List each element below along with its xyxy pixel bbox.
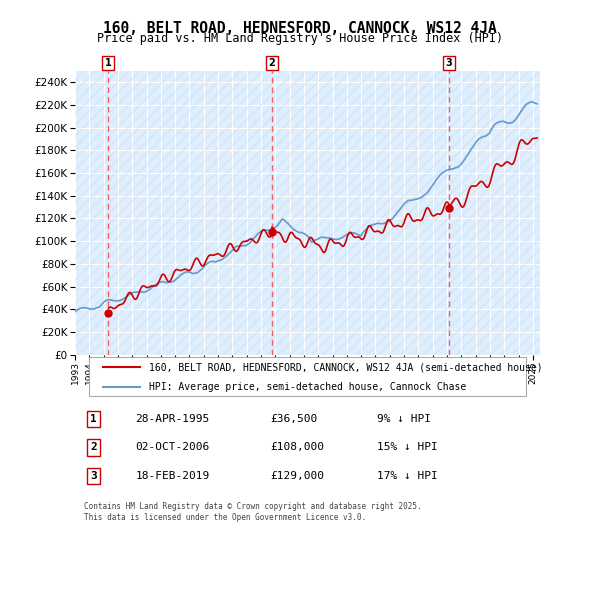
Text: 3: 3 [445, 58, 452, 68]
Text: 1: 1 [105, 58, 112, 68]
Text: 15% ↓ HPI: 15% ↓ HPI [377, 442, 438, 453]
Text: 3: 3 [90, 471, 97, 481]
Text: 17% ↓ HPI: 17% ↓ HPI [377, 471, 438, 481]
Text: 18-FEB-2019: 18-FEB-2019 [136, 471, 210, 481]
Text: 2: 2 [90, 442, 97, 453]
Text: £108,000: £108,000 [270, 442, 324, 453]
Text: Contains HM Land Registry data © Crown copyright and database right 2025.
This d: Contains HM Land Registry data © Crown c… [84, 502, 422, 522]
Text: Price paid vs. HM Land Registry's House Price Index (HPI): Price paid vs. HM Land Registry's House … [97, 32, 503, 45]
Text: 160, BELT ROAD, HEDNESFORD, CANNOCK, WS12 4JA: 160, BELT ROAD, HEDNESFORD, CANNOCK, WS1… [103, 21, 497, 35]
Text: 2: 2 [268, 58, 275, 68]
Text: 9% ↓ HPI: 9% ↓ HPI [377, 414, 431, 424]
Text: 1: 1 [90, 414, 97, 424]
FancyBboxPatch shape [89, 356, 526, 396]
Text: £129,000: £129,000 [270, 471, 324, 481]
Text: HPI: Average price, semi-detached house, Cannock Chase: HPI: Average price, semi-detached house,… [149, 382, 467, 392]
Text: 160, BELT ROAD, HEDNESFORD, CANNOCK, WS12 4JA (semi-detached house): 160, BELT ROAD, HEDNESFORD, CANNOCK, WS1… [149, 362, 543, 372]
Text: 28-APR-1995: 28-APR-1995 [136, 414, 210, 424]
Text: 02-OCT-2006: 02-OCT-2006 [136, 442, 210, 453]
Text: £36,500: £36,500 [270, 414, 317, 424]
